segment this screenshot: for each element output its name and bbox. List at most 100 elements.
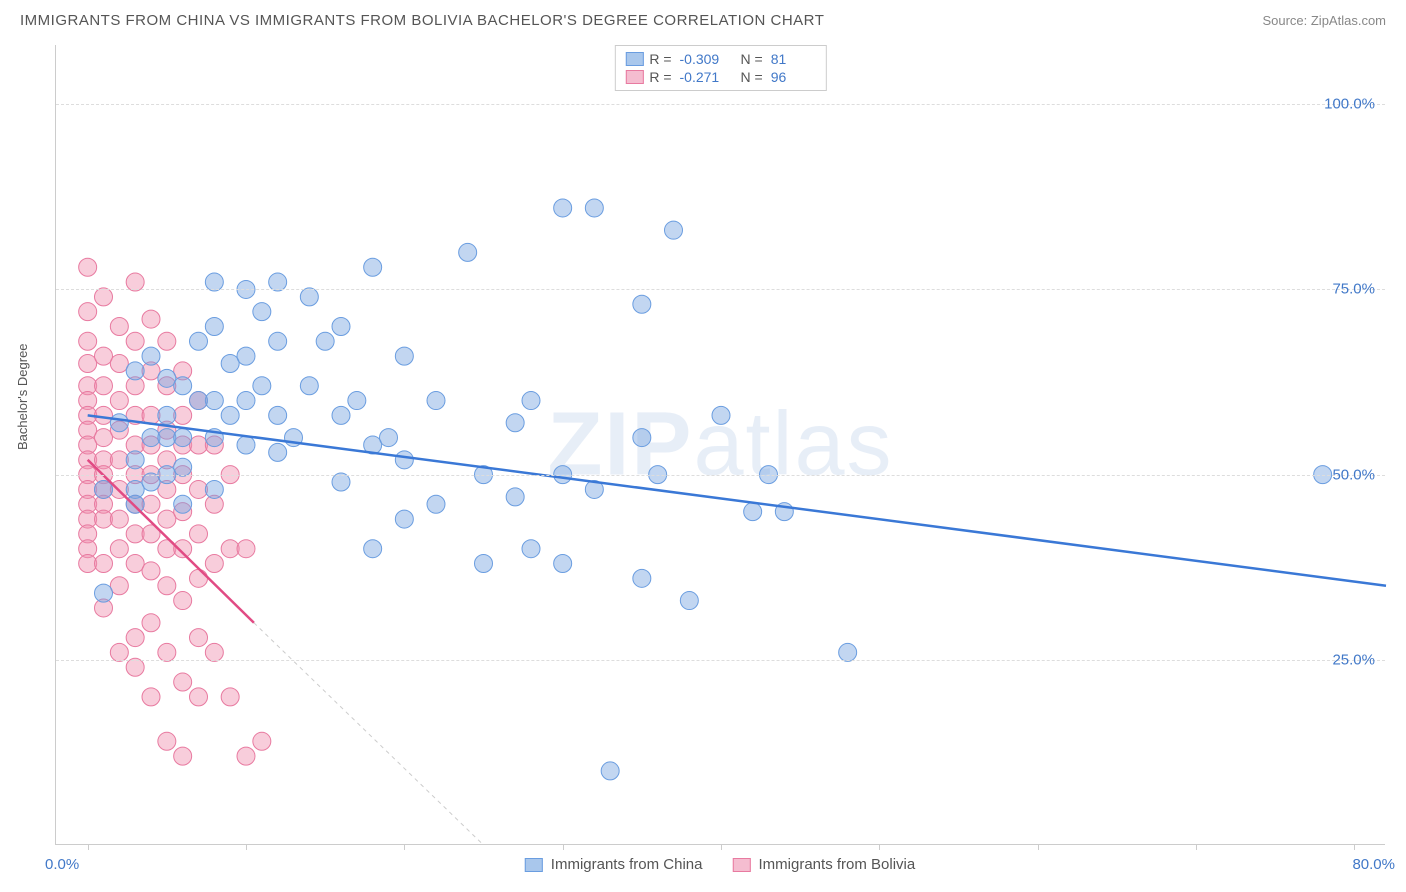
data-point: [190, 392, 208, 410]
data-point: [205, 317, 223, 335]
data-point: [395, 347, 413, 365]
data-point: [110, 577, 128, 595]
x-max-label: 80.0%: [1352, 856, 1395, 873]
swatch-bolivia-icon: [733, 858, 751, 872]
data-point: [190, 436, 208, 454]
data-point: [839, 643, 857, 661]
grid-line: [56, 475, 1385, 476]
data-point: [395, 510, 413, 528]
data-point: [95, 429, 113, 447]
data-point: [364, 258, 382, 276]
regression-line: [254, 623, 484, 845]
x-tick: [563, 844, 564, 850]
data-point: [158, 643, 176, 661]
data-point: [174, 377, 192, 395]
data-point: [712, 406, 730, 424]
data-point: [126, 525, 144, 543]
data-point: [221, 355, 239, 373]
data-point: [427, 392, 445, 410]
data-point: [506, 414, 524, 432]
data-point: [522, 392, 540, 410]
plot-area: ZIPatlas R = -0.309 N = 81 R = -0.271 N …: [55, 45, 1385, 845]
x-tick: [1354, 844, 1355, 850]
data-point: [79, 258, 97, 276]
data-point: [110, 540, 128, 558]
data-point: [554, 555, 572, 573]
data-point: [633, 569, 651, 587]
data-point: [190, 569, 208, 587]
data-point: [158, 369, 176, 387]
data-point: [158, 406, 176, 424]
data-point: [380, 429, 398, 447]
data-point: [142, 614, 160, 632]
x-tick: [879, 844, 880, 850]
data-point: [126, 273, 144, 291]
data-point: [110, 317, 128, 335]
data-point: [221, 406, 239, 424]
chart-container: ZIPatlas R = -0.309 N = 81 R = -0.271 N …: [55, 45, 1385, 845]
data-point: [79, 355, 97, 373]
data-point: [142, 429, 160, 447]
data-point: [554, 199, 572, 217]
data-point: [332, 317, 350, 335]
data-point: [459, 243, 477, 261]
data-point: [95, 377, 113, 395]
x-tick: [721, 844, 722, 850]
data-point: [110, 392, 128, 410]
r-value-bolivia: -0.271: [680, 69, 725, 85]
grid-line: [56, 289, 1385, 290]
legend-label-bolivia: Immigrants from Bolivia: [759, 856, 916, 873]
data-point: [110, 643, 128, 661]
data-point: [126, 451, 144, 469]
data-point: [190, 525, 208, 543]
data-point: [269, 332, 287, 350]
data-point: [269, 273, 287, 291]
data-point: [395, 451, 413, 469]
data-point: [633, 429, 651, 447]
data-point: [253, 732, 271, 750]
grid-line: [56, 660, 1385, 661]
data-point: [110, 414, 128, 432]
chart-header: IMMIGRANTS FROM CHINA VS IMMIGRANTS FROM…: [0, 0, 1406, 37]
data-point: [174, 429, 192, 447]
data-point: [221, 688, 239, 706]
data-point: [126, 629, 144, 647]
data-point: [332, 406, 350, 424]
data-point: [174, 540, 192, 558]
data-point: [174, 495, 192, 513]
data-point: [110, 355, 128, 373]
data-point: [665, 221, 683, 239]
data-point: [142, 495, 160, 513]
n-value-bolivia: 96: [771, 69, 816, 85]
data-point: [300, 288, 318, 306]
data-point: [158, 429, 176, 447]
x-tick: [246, 844, 247, 850]
data-point: [95, 288, 113, 306]
data-point: [158, 510, 176, 528]
regression-line: [88, 415, 1386, 585]
r-value-china: -0.309: [680, 51, 725, 67]
data-point: [142, 562, 160, 580]
data-point: [158, 332, 176, 350]
data-point: [174, 406, 192, 424]
data-point: [269, 443, 287, 461]
data-point: [205, 643, 223, 661]
data-point: [110, 451, 128, 469]
data-point: [126, 555, 144, 573]
data-point: [205, 273, 223, 291]
data-point: [237, 392, 255, 410]
data-point: [142, 688, 160, 706]
data-point: [205, 392, 223, 410]
data-point: [364, 540, 382, 558]
series-legend: Immigrants from China Immigrants from Bo…: [525, 856, 915, 873]
y-tick-label: 50.0%: [1332, 466, 1375, 483]
legend-item-china: Immigrants from China: [525, 856, 703, 873]
data-point: [680, 592, 698, 610]
data-point: [174, 458, 192, 476]
data-point: [142, 473, 160, 491]
data-point: [95, 584, 113, 602]
data-point: [253, 303, 271, 321]
data-point: [79, 332, 97, 350]
n-value-china: 81: [771, 51, 816, 67]
data-point: [190, 480, 208, 498]
